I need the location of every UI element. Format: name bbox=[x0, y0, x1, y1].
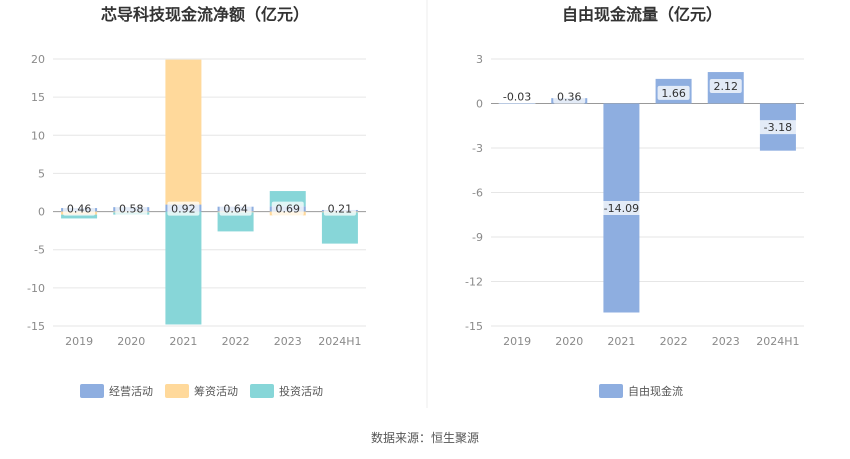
y-tick-label: -10 bbox=[27, 282, 45, 295]
legend-label[interactable]: 投资活动 bbox=[279, 384, 323, 398]
y-tick-label: -5 bbox=[34, 244, 45, 257]
data-label: -3.18 bbox=[764, 121, 792, 134]
data-label-bg bbox=[497, 89, 537, 104]
data-label-bg bbox=[271, 201, 304, 216]
legend-label[interactable]: 经营活动 bbox=[109, 384, 153, 398]
data-label-bg bbox=[219, 201, 252, 216]
free-cashflow-chart-title: 自由现金流量（亿元） bbox=[562, 5, 722, 24]
x-category-label: 2024H1 bbox=[756, 335, 799, 348]
x-category-label: 2020 bbox=[117, 335, 145, 348]
bar-投资活动[interactable] bbox=[165, 211, 202, 325]
bar-投资活动[interactable] bbox=[321, 212, 358, 244]
data-label-bg bbox=[657, 85, 690, 100]
x-category-label: 2021 bbox=[169, 335, 197, 348]
data-label: -0.03 bbox=[503, 91, 531, 104]
legend-label[interactable]: 自由现金流 bbox=[628, 384, 683, 398]
data-label: 0.36 bbox=[557, 91, 582, 104]
y-tick-label: 20 bbox=[31, 53, 45, 66]
legend-swatch[interactable] bbox=[599, 384, 623, 398]
data-label-bg bbox=[115, 201, 148, 216]
data-label: 0.64 bbox=[223, 203, 248, 216]
data-label: 0.69 bbox=[276, 203, 301, 216]
bar-筹资活动[interactable] bbox=[165, 59, 202, 205]
y-tick-label: -15 bbox=[465, 320, 483, 333]
data-label: -14.09 bbox=[604, 202, 639, 215]
data-label-bg bbox=[553, 89, 586, 104]
data-label: 0.58 bbox=[119, 203, 144, 216]
x-category-label: 2019 bbox=[503, 335, 531, 348]
y-tick-label: 15 bbox=[31, 91, 45, 104]
x-category-label: 2021 bbox=[607, 335, 635, 348]
legend-label[interactable]: 筹资活动 bbox=[194, 384, 238, 398]
bar-投资活动[interactable] bbox=[217, 212, 254, 232]
x-category-label: 2022 bbox=[660, 335, 688, 348]
cashflow-chart-title: 芯导科技现金流净额（亿元） bbox=[101, 5, 309, 24]
data-label-bg bbox=[758, 120, 798, 135]
data-label: 0.46 bbox=[67, 203, 92, 216]
x-category-label: 2022 bbox=[222, 335, 250, 348]
data-source-note: 数据来源：恒生聚源 bbox=[370, 431, 479, 445]
x-category-label: 2024H1 bbox=[318, 335, 361, 348]
data-label: 0.92 bbox=[171, 203, 196, 216]
y-tick-label: 0 bbox=[38, 206, 45, 219]
legend-swatch[interactable] bbox=[80, 384, 104, 398]
x-category-label: 2020 bbox=[555, 335, 583, 348]
data-label-bg bbox=[63, 201, 96, 216]
data-label-bg bbox=[323, 201, 356, 216]
legend-swatch[interactable] bbox=[165, 384, 189, 398]
y-tick-label: 5 bbox=[38, 167, 45, 180]
legend-swatch[interactable] bbox=[250, 384, 274, 398]
y-tick-label: -15 bbox=[27, 320, 45, 333]
y-tick-label: -3 bbox=[472, 142, 483, 155]
data-label-bg bbox=[167, 201, 200, 216]
data-label: 0.21 bbox=[328, 203, 353, 216]
free-cashflow-chart-panel: 自由现金流量（亿元） 3 0 -3 -6 -9 -12 -15 2019 2020 2021 20… bbox=[465, 5, 804, 398]
y-tick-label: -9 bbox=[472, 231, 483, 244]
y-tick-label: -6 bbox=[472, 187, 483, 200]
y-tick-label: 10 bbox=[31, 129, 45, 142]
y-tick-label: -12 bbox=[465, 276, 483, 289]
data-label-bg bbox=[709, 79, 742, 94]
bar-投资活动[interactable] bbox=[61, 214, 98, 219]
data-label: 1.66 bbox=[661, 87, 686, 100]
x-category-label: 2023 bbox=[712, 335, 740, 348]
cashflow-chart-panel: 芯导科技现金流净额（亿元） 20 15 10 5 0 -5 -10 -15 2019 2020 2… bbox=[27, 5, 366, 398]
bar-自由现金流[interactable] bbox=[499, 103, 536, 105]
data-label-bg bbox=[598, 201, 645, 216]
y-tick-label: 3 bbox=[476, 53, 483, 66]
data-label: 2.12 bbox=[714, 80, 739, 93]
y-tick-label: 0 bbox=[476, 98, 483, 111]
x-category-label: 2023 bbox=[274, 335, 302, 348]
x-category-label: 2019 bbox=[65, 335, 93, 348]
